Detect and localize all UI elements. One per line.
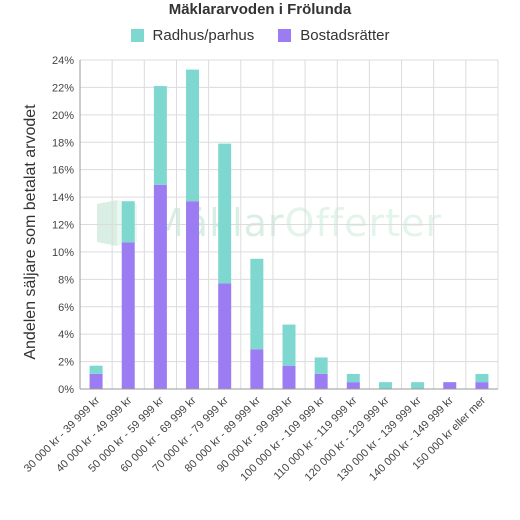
bar-segment-radhus[interactable] (346, 373, 360, 383)
legend-label-radhus: Radhus/parhus (152, 27, 255, 44)
legend-swatch-radhus (130, 29, 144, 42)
bar-segment-bostadsratter[interactable] (121, 242, 135, 389)
bar-segment-bostadsratter[interactable] (89, 373, 103, 389)
y-tick-label: 12% (52, 220, 74, 232)
bar-segment-bostadsratter[interactable] (443, 382, 457, 389)
bar-segment-bostadsratter[interactable] (218, 283, 232, 389)
bar-segment-radhus[interactable] (250, 258, 264, 350)
bar-segment-bostadsratter[interactable] (314, 373, 328, 389)
bar-segment-bostadsratter[interactable] (282, 365, 296, 389)
chart-title: Mäklararvoden i Frölunda (168, 1, 352, 18)
y-tick-label: 10% (52, 247, 74, 259)
legend-item-radhus[interactable]: Radhus/parhus (130, 27, 255, 44)
bar-segment-radhus[interactable] (89, 365, 103, 374)
bar-segment-radhus[interactable] (475, 373, 489, 383)
bar-segment-bostadsratter[interactable] (346, 382, 360, 389)
bar-segment-radhus[interactable] (186, 69, 200, 202)
y-tick-label: 4% (58, 329, 74, 341)
legend-label-bostadsratter: Bostadsrätter (300, 27, 390, 44)
bar-segment-bostadsratter[interactable] (153, 184, 167, 389)
bar-segment-radhus[interactable] (378, 382, 392, 389)
bar-segment-radhus[interactable] (314, 357, 328, 374)
y-tick-label: 6% (58, 302, 74, 314)
y-tick-label: 8% (58, 274, 74, 286)
bar-segment-radhus[interactable] (411, 382, 425, 389)
bar-segment-radhus[interactable] (153, 86, 167, 185)
bar-segment-radhus[interactable] (282, 324, 296, 366)
y-tick-label: 14% (52, 192, 74, 204)
bar-segment-bostadsratter[interactable] (475, 382, 489, 389)
y-tick-label: 22% (52, 82, 74, 94)
y-tick-label: 24% (52, 55, 74, 67)
y-tick-label: 18% (52, 137, 74, 149)
bar-segment-bostadsratter[interactable] (250, 349, 264, 389)
bar-segment-radhus[interactable] (218, 143, 232, 284)
y-tick-label: 20% (52, 110, 74, 122)
bar-segment-bostadsratter[interactable] (186, 201, 200, 389)
legend-swatch-bostadsratter (278, 29, 292, 42)
chart-legend: Radhus/parhus Bostadsrätter (0, 27, 520, 44)
y-tick-label: 2% (58, 357, 74, 369)
bar-segment-radhus[interactable] (121, 201, 135, 243)
y-tick-label: 0% (58, 384, 74, 396)
legend-item-bostadsratter[interactable]: Bostadsrätter (278, 27, 389, 44)
y-tick-label: 16% (52, 165, 74, 177)
